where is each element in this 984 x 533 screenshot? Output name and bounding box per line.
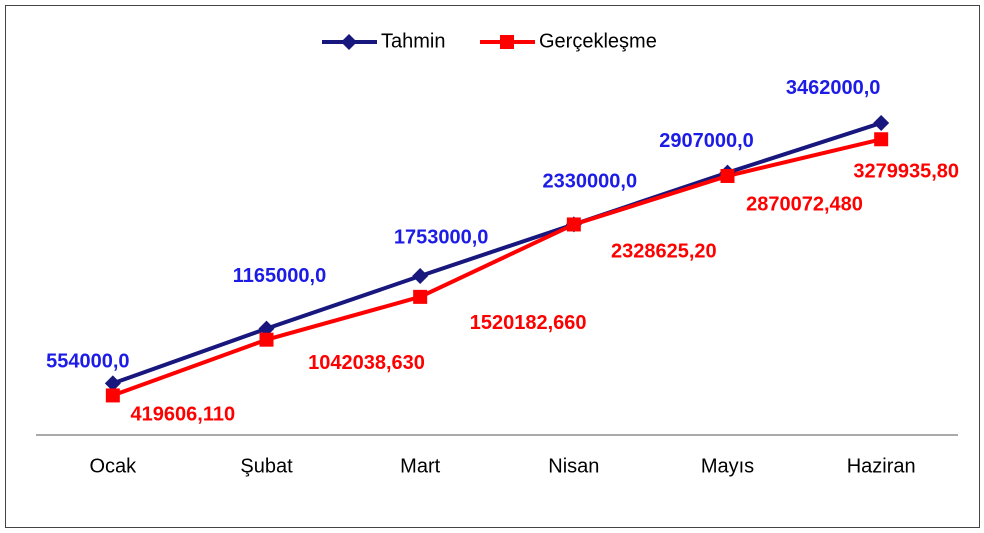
data-label: 2907000,0: [659, 130, 754, 152]
point-marker: [566, 217, 581, 232]
point-marker: [104, 375, 121, 392]
data-label: 1165000,0: [233, 265, 326, 287]
series-line: [112, 121, 882, 386]
point-marker: [720, 168, 735, 183]
point-marker: [105, 388, 120, 403]
chart-frame: [5, 5, 980, 528]
x-tick-label: Ocak: [89, 455, 137, 477]
data-label: 1520182,660: [470, 312, 587, 334]
data-label: 1753000,0: [394, 226, 489, 248]
data-label: 3462000,0: [786, 77, 881, 99]
legend-marker: [341, 34, 357, 50]
x-tick-label: Şubat: [240, 455, 293, 477]
x-tick-label: Mayıs: [701, 455, 754, 477]
legend-label: Tahmin: [381, 30, 445, 52]
series-line: [112, 137, 882, 398]
data-label: 3279935,80: [853, 161, 959, 183]
x-tick-label: Mart: [400, 455, 440, 477]
point-marker: [413, 289, 428, 304]
data-label: 2870072,480: [746, 193, 863, 215]
x-tick-label: Haziran: [847, 455, 916, 477]
point-marker: [874, 132, 889, 147]
data-label: 1042038,630: [308, 352, 425, 374]
legend-marker: [500, 35, 514, 49]
point-marker: [258, 320, 275, 337]
legend-label: Gerçekleşme: [539, 30, 657, 52]
data-label: 419606,110: [131, 404, 236, 426]
x-tick-label: Nisan: [548, 455, 599, 477]
data-label: 554000,0: [46, 351, 129, 373]
point-marker: [873, 114, 890, 131]
data-label: 2328625,20: [611, 241, 717, 263]
data-label: 2330000,0: [543, 171, 638, 193]
point-marker: [259, 332, 274, 347]
point-marker: [412, 268, 429, 285]
